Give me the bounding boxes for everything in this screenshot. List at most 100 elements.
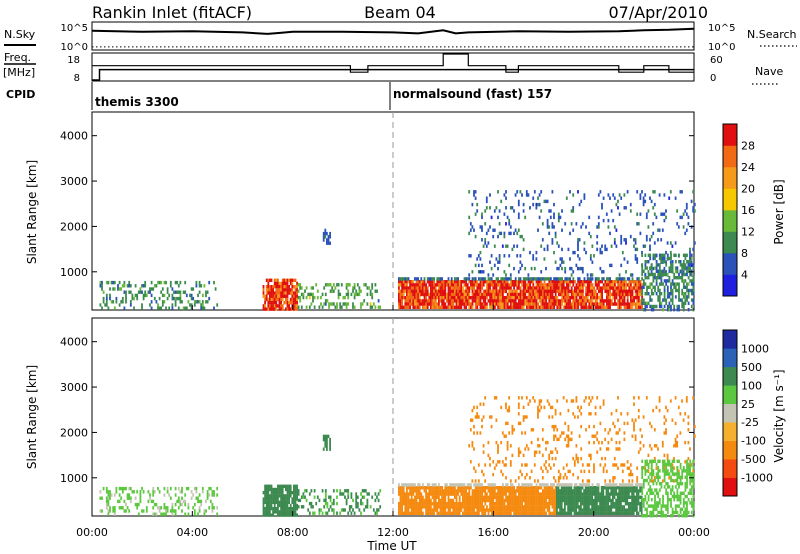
heatmap-cell	[601, 305, 603, 309]
heatmap-cell	[486, 486, 488, 490]
heatmap-cell	[529, 289, 531, 293]
heatmap-cell	[564, 492, 566, 496]
heatmap-cell	[474, 280, 477, 284]
heatmap-cell	[502, 286, 504, 290]
heatmap-cell	[537, 202, 539, 207]
cpid-label: CPID	[6, 88, 35, 101]
heatmap-cell	[546, 489, 549, 493]
heatmap-cell	[581, 270, 584, 274]
heatmap-cell	[176, 290, 179, 294]
heatmap-cell	[585, 289, 587, 293]
heatmap-cell	[473, 283, 475, 287]
heatmap-cell	[524, 511, 527, 515]
heatmap-cell	[548, 292, 551, 297]
heatmap-cell	[481, 296, 483, 300]
heatmap-cell	[360, 492, 362, 496]
heatmap-cell	[542, 483, 544, 487]
heatmap-cell	[577, 277, 579, 281]
heatmap-cell	[524, 508, 527, 512]
heatmap-cell	[537, 296, 539, 300]
heatmap-cell	[281, 494, 284, 498]
heatmap-cell	[447, 495, 450, 499]
heatmap-cell	[265, 487, 268, 492]
heatmap-cell	[331, 501, 334, 506]
heatmap-cell	[118, 499, 121, 504]
heatmap-cell	[423, 296, 426, 300]
heatmap-cell	[537, 302, 539, 306]
heatmap-cell	[344, 295, 346, 300]
heatmap-cell	[417, 277, 419, 281]
heatmap-cell	[163, 486, 166, 491]
heatmap-cell	[534, 511, 536, 515]
heatmap-cell	[506, 408, 509, 413]
heatmap-cell	[470, 305, 472, 309]
heatmap-cell	[176, 296, 179, 301]
heatmap-cell	[436, 302, 439, 306]
heatmap-cell	[458, 280, 461, 284]
heatmap-cell	[441, 508, 443, 512]
heatmap-cell	[171, 303, 174, 307]
heatmap-cell	[537, 486, 539, 490]
heatmap-cell	[588, 469, 591, 474]
heatmap-cell	[441, 505, 443, 509]
heatmap-cell	[535, 511, 538, 515]
heatmap-cell	[508, 299, 511, 303]
heatmap-cell	[524, 280, 527, 284]
heatmap-cell	[128, 496, 131, 500]
heatmap-cell	[144, 280, 147, 285]
heatmap-cell	[444, 280, 447, 284]
heatmap-cell	[594, 492, 597, 496]
heatmap-cell	[516, 498, 519, 503]
heatmap-cell	[494, 483, 496, 487]
heatmap-cell	[580, 283, 583, 287]
heatmap-cell	[567, 502, 569, 506]
heatmap-cell	[653, 476, 656, 480]
heatmap-cell	[652, 408, 655, 413]
heatmap-cell	[574, 305, 576, 309]
heatmap-cell	[473, 277, 475, 281]
heatmap-cell	[513, 489, 515, 493]
heatmap-cell	[537, 511, 539, 515]
heatmap-cell	[487, 280, 490, 284]
heatmap-cell	[189, 303, 191, 307]
heatmap-cell	[591, 273, 594, 277]
heatmap-cell	[565, 434, 568, 438]
heatmap-cell	[458, 292, 461, 297]
heatmap-cell	[570, 489, 573, 493]
heatmap-cell	[433, 302, 435, 306]
heatmap-cell	[334, 286, 337, 290]
heatmap-cell	[530, 508, 533, 512]
heatmap-cell	[441, 489, 443, 493]
heatmap-cell	[572, 289, 575, 293]
heatmap-cell	[639, 440, 642, 445]
heatmap-cell	[623, 238, 626, 242]
heatmap-cell	[426, 505, 429, 509]
heatmap-cell	[155, 300, 158, 304]
heatmap-cell	[540, 486, 543, 490]
heatmap-cell	[458, 508, 461, 512]
heatmap-cell	[689, 254, 691, 258]
heatmap-cell	[489, 498, 491, 503]
heatmap-cell	[502, 299, 504, 303]
heatmap-cell	[476, 508, 479, 512]
heatmap-cell	[498, 209, 501, 213]
heatmap-cell	[174, 280, 177, 285]
heatmap-cell	[652, 308, 655, 312]
heatmap-cell	[425, 302, 427, 306]
heatmap-cell	[533, 190, 536, 194]
heatmap-cell	[420, 511, 423, 515]
heatmap-cell	[418, 483, 421, 487]
heatmap-cell	[329, 498, 332, 503]
heatmap-cell	[583, 302, 586, 306]
heatmap-cell	[582, 296, 584, 300]
station-title: Rankin Inlet (fitACF)	[92, 3, 252, 22]
heatmap-cell	[686, 272, 688, 277]
heatmap-cell	[444, 305, 447, 309]
heatmap-cell	[572, 296, 575, 300]
heatmap-cell	[589, 453, 592, 458]
heatmap-cell	[107, 496, 110, 500]
heatmap-cell	[267, 487, 270, 492]
heatmap-cell	[612, 280, 615, 284]
heatmap-cell	[454, 305, 456, 309]
heatmap-cell	[521, 193, 523, 197]
